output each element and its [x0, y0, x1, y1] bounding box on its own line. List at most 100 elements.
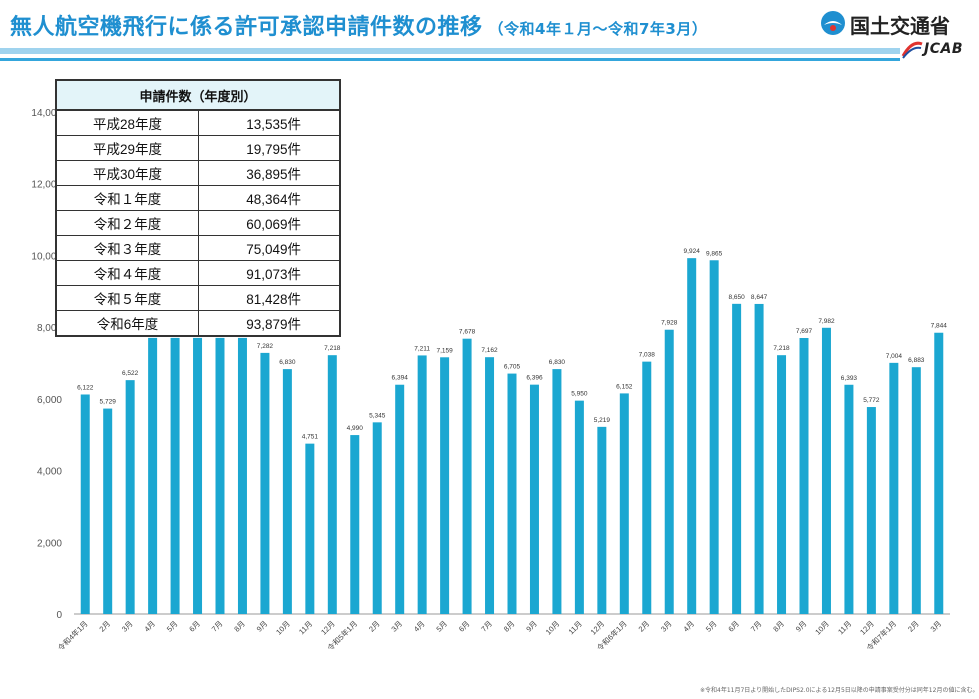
x-tick-label: 11月	[567, 619, 584, 636]
fiscal-year-label: 令和6年度	[55, 310, 199, 337]
bar	[327, 355, 337, 614]
data-label: 6,830	[279, 359, 296, 366]
page-title: 無人航空機飛行に係る許可承認申請件数の推移 （令和4年１月～令和7年3月）	[10, 9, 707, 41]
data-label: 6,122	[77, 384, 94, 391]
data-label: 9,865	[706, 250, 723, 257]
data-label: 8,647	[751, 294, 768, 301]
summary-table-row: 平成28年度 13,535件	[55, 109, 341, 136]
data-label: 5,950	[571, 391, 588, 398]
x-tick-label: 11月	[836, 619, 853, 636]
data-label: 7,928	[661, 320, 678, 327]
fiscal-year-count: 13,535件	[198, 109, 341, 136]
bar	[574, 400, 584, 614]
x-tick-label: 10月	[813, 619, 831, 637]
fiscal-year-label: 令和１年度	[55, 185, 199, 211]
summary-table-row: 令和４年度 91,073件	[55, 260, 341, 286]
fiscal-year-count: 93,879件	[198, 310, 341, 337]
x-tick-label: 6月	[726, 619, 741, 634]
bar	[215, 337, 225, 614]
x-tick-label: 7月	[479, 619, 494, 634]
x-tick-label: 令和4年1月	[55, 618, 89, 652]
data-label: 6,522	[122, 370, 139, 377]
x-tick-label: 3月	[659, 619, 674, 634]
x-tick-label: 9月	[794, 619, 809, 634]
bar	[417, 355, 427, 614]
data-label: 7,982	[818, 318, 835, 325]
bar	[687, 258, 697, 614]
mlit-logo-icon	[821, 11, 845, 35]
title-main: 無人航空機飛行に係る許可承認申請件数の推移	[10, 15, 483, 40]
bar	[889, 362, 899, 614]
x-tick-label: 8月	[232, 619, 247, 634]
bar	[844, 384, 854, 614]
summary-table-row: 令和５年度 81,428件	[55, 285, 341, 311]
x-tick-label: 5月	[165, 619, 180, 634]
bar	[148, 337, 158, 614]
fiscal-year-label: 令和４年度	[55, 260, 199, 286]
y-tick-label: 2,000	[37, 538, 62, 549]
bar	[170, 337, 180, 614]
fiscal-year-count: 75,049件	[198, 235, 341, 261]
header-band	[0, 48, 900, 54]
x-tick-label: 10月	[544, 619, 562, 637]
data-label: 8,650	[728, 294, 745, 301]
bar	[754, 303, 764, 614]
fiscal-year-count: 19,795件	[198, 135, 341, 161]
bar	[821, 327, 831, 614]
x-tick-label: 2月	[637, 619, 652, 634]
x-tick-label: 3月	[120, 619, 135, 634]
data-label: 7,038	[639, 352, 656, 359]
summary-table: 申請件数（年度別） 平成28年度 13,535件 平成29年度 19,795件 平成30…	[55, 79, 341, 337]
bar	[193, 337, 203, 614]
bar	[777, 355, 787, 614]
data-label: 7,218	[324, 345, 341, 352]
bar	[237, 337, 247, 614]
data-label: 5,772	[863, 397, 880, 404]
x-tick-label: 7月	[749, 619, 764, 634]
jcab-logo-icon	[901, 41, 923, 59]
data-label: 6,830	[549, 359, 566, 366]
x-tick-label: 8月	[502, 619, 517, 634]
fiscal-year-count: 48,364件	[198, 185, 341, 211]
summary-table-row: 平成29年度 19,795件	[55, 135, 341, 161]
bar	[350, 435, 360, 614]
fiscal-year-count: 60,069件	[198, 210, 341, 236]
x-tick-label: 10月	[274, 619, 292, 637]
fiscal-year-label: 平成28年度	[55, 109, 199, 136]
data-label: 6,394	[392, 375, 409, 382]
bar	[485, 357, 495, 614]
x-tick-label: 4月	[412, 619, 427, 634]
bar	[619, 393, 629, 614]
y-tick-label: 4,000	[37, 467, 62, 478]
x-tick-label: 12月	[589, 619, 607, 637]
y-tick-label: 0	[56, 610, 62, 621]
fiscal-year-count: 36,895件	[198, 160, 341, 186]
bar	[866, 407, 876, 614]
y-tick-label: 6,000	[37, 395, 62, 406]
fiscal-year-label: 令和３年度	[55, 235, 199, 261]
data-label: 6,705	[504, 364, 521, 371]
data-label: 4,990	[347, 425, 364, 432]
data-label: 7,218	[773, 345, 790, 352]
x-tick-label: 11月	[297, 619, 314, 636]
data-label: 7,004	[886, 353, 903, 360]
bar	[507, 373, 517, 614]
bar	[440, 357, 450, 614]
y-tick-label: 10,000	[31, 251, 62, 262]
data-label: 7,697	[796, 328, 813, 335]
bar	[597, 426, 607, 614]
x-tick-label: 5月	[704, 619, 719, 634]
summary-table-row: 令和３年度 75,049件	[55, 235, 341, 261]
summary-table-header: 申請件数（年度別）	[55, 79, 341, 111]
bar	[395, 384, 405, 614]
bar	[642, 361, 652, 614]
bar	[260, 352, 270, 614]
data-label: 7,844	[931, 323, 948, 330]
x-tick-label: 2月	[97, 619, 112, 634]
data-label: 7,162	[481, 347, 498, 354]
bar	[529, 384, 539, 614]
fiscal-year-label: 平成29年度	[55, 135, 199, 161]
bar	[103, 408, 113, 614]
fiscal-year-count: 91,073件	[198, 260, 341, 286]
x-tick-label: 6月	[457, 619, 472, 634]
